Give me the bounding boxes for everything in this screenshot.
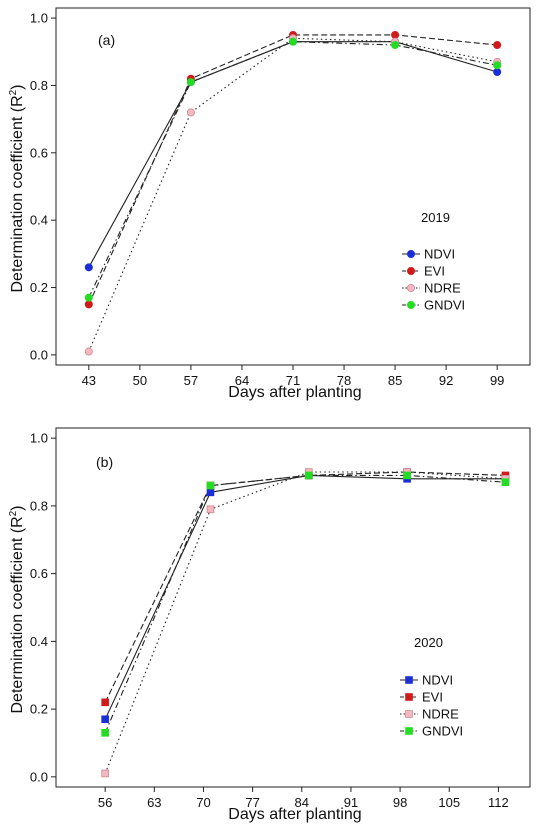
x-tick-label: 85 <box>388 373 402 388</box>
series-line-ndre <box>88 37 498 352</box>
y-tick-label: 0.4 <box>30 634 48 649</box>
data-point-gndvi <box>84 293 93 302</box>
data-point-ndre <box>206 505 215 514</box>
y-tick-label: 0.4 <box>30 213 48 228</box>
data-point-gndvi <box>206 481 215 490</box>
data-point-evi <box>391 30 400 39</box>
y-tick-label: 0.8 <box>30 78 48 93</box>
legend-label-ndvi: NDVI <box>424 247 455 262</box>
series-line-ndvi <box>88 41 498 268</box>
plot-frame <box>55 427 531 788</box>
legend-marker-ndre <box>406 283 415 292</box>
legend-marker-gndvi <box>405 727 413 735</box>
data-point-gndvi <box>186 78 195 87</box>
data-point-ndvi <box>84 263 93 272</box>
legend-label-ndre: NDRE <box>424 281 461 296</box>
x-tick-label: 112 <box>488 795 509 810</box>
x-tick-label: 50 <box>133 373 147 388</box>
series-line-gndvi <box>104 474 506 734</box>
y-tick-label: 0.0 <box>30 347 48 362</box>
data-point-ndvi <box>493 67 502 76</box>
y-tick-label: 1.0 <box>30 11 48 26</box>
data-point-gndvi <box>288 37 297 46</box>
data-point-ndre <box>101 769 109 778</box>
data-point-gndvi <box>493 61 502 70</box>
x-tick-label: 98 <box>393 795 407 810</box>
legend-label-evi: EVI <box>424 264 445 279</box>
legend-label-evi: EVI <box>422 690 443 705</box>
legend-label-gndvi: GNDVI <box>422 724 463 739</box>
data-point-gndvi <box>391 41 400 50</box>
x-tick-label: 63 <box>147 795 161 810</box>
x-tick-label: 43 <box>82 373 96 388</box>
legend-label-ndre: NDRE <box>422 707 459 722</box>
data-point-ndre <box>84 347 93 356</box>
y-tick-label: 0.8 <box>30 498 48 513</box>
legend-marker-ndre <box>405 710 413 718</box>
x-tick-label: 70 <box>196 795 210 810</box>
data-point-ndvi <box>101 715 109 724</box>
legend-label-gndvi: GNDVI <box>424 298 465 313</box>
y-tick-label: 0.2 <box>30 702 48 717</box>
x-tick-label: 78 <box>337 373 351 388</box>
y-axis-title: Determination coefficient (R2) <box>8 84 26 292</box>
y-tick-label: 1.0 <box>30 431 48 446</box>
y-tick-label: 0.0 <box>30 769 48 784</box>
legend-title: 2019 <box>421 210 450 225</box>
data-point-gndvi <box>101 729 109 737</box>
x-axis-title: Days after planting <box>228 384 361 401</box>
series-line-gndvi <box>88 41 498 298</box>
data-point-gndvi <box>304 471 313 480</box>
y-tick-label: 0.6 <box>30 145 48 160</box>
data-point-ndre <box>186 108 195 117</box>
data-point-evi <box>493 41 502 50</box>
y-tick-label: 0.6 <box>30 566 48 581</box>
data-point-gndvi <box>501 478 510 486</box>
x-tick-label: 99 <box>490 373 504 388</box>
data-point-evi <box>101 698 109 707</box>
legend-label-ndvi: NDVI <box>422 673 453 688</box>
x-tick-label: 56 <box>98 795 112 810</box>
y-tick-label: 0.2 <box>30 280 48 295</box>
series-line-evi <box>104 471 506 703</box>
legend-marker-ndvi <box>405 676 413 684</box>
panel-label: (b) <box>96 454 113 470</box>
x-tick-label: 71 <box>286 373 300 388</box>
legend-marker-ndvi <box>406 249 415 258</box>
data-point-gndvi <box>403 471 411 480</box>
legend-marker-gndvi <box>406 300 415 309</box>
x-tick-label: 77 <box>245 795 259 810</box>
data-point-evi <box>84 300 93 309</box>
x-axis-title: Days after planting <box>228 806 361 823</box>
panel-label: (a) <box>98 32 115 48</box>
data-point-ndvi <box>206 488 215 497</box>
x-tick-label: 92 <box>439 373 453 388</box>
series-line-ndre <box>104 471 506 774</box>
x-tick-label: 64 <box>235 373 249 388</box>
legend-title: 2020 <box>414 635 443 650</box>
x-tick-label: 91 <box>344 795 358 810</box>
y-axis-title: Determination coefficient (R2) <box>8 505 26 713</box>
legend-marker-evi <box>406 266 415 275</box>
x-tick-label: 84 <box>295 795 309 810</box>
panel-a: 43 50 57 64 71 78 85 92 99 0.0 0.2 0.4 0.6 0.8 1.0 Days… <box>8 7 531 401</box>
x-tick-label: 57 <box>184 373 198 388</box>
panel-b: 56 63 70 77 84 91 98 105 112 0.0 0.2 0.4 0.6 0.8 1.0 Da… <box>8 427 531 823</box>
legend-marker-evi <box>405 693 413 701</box>
x-tick-label: 105 <box>438 795 460 810</box>
